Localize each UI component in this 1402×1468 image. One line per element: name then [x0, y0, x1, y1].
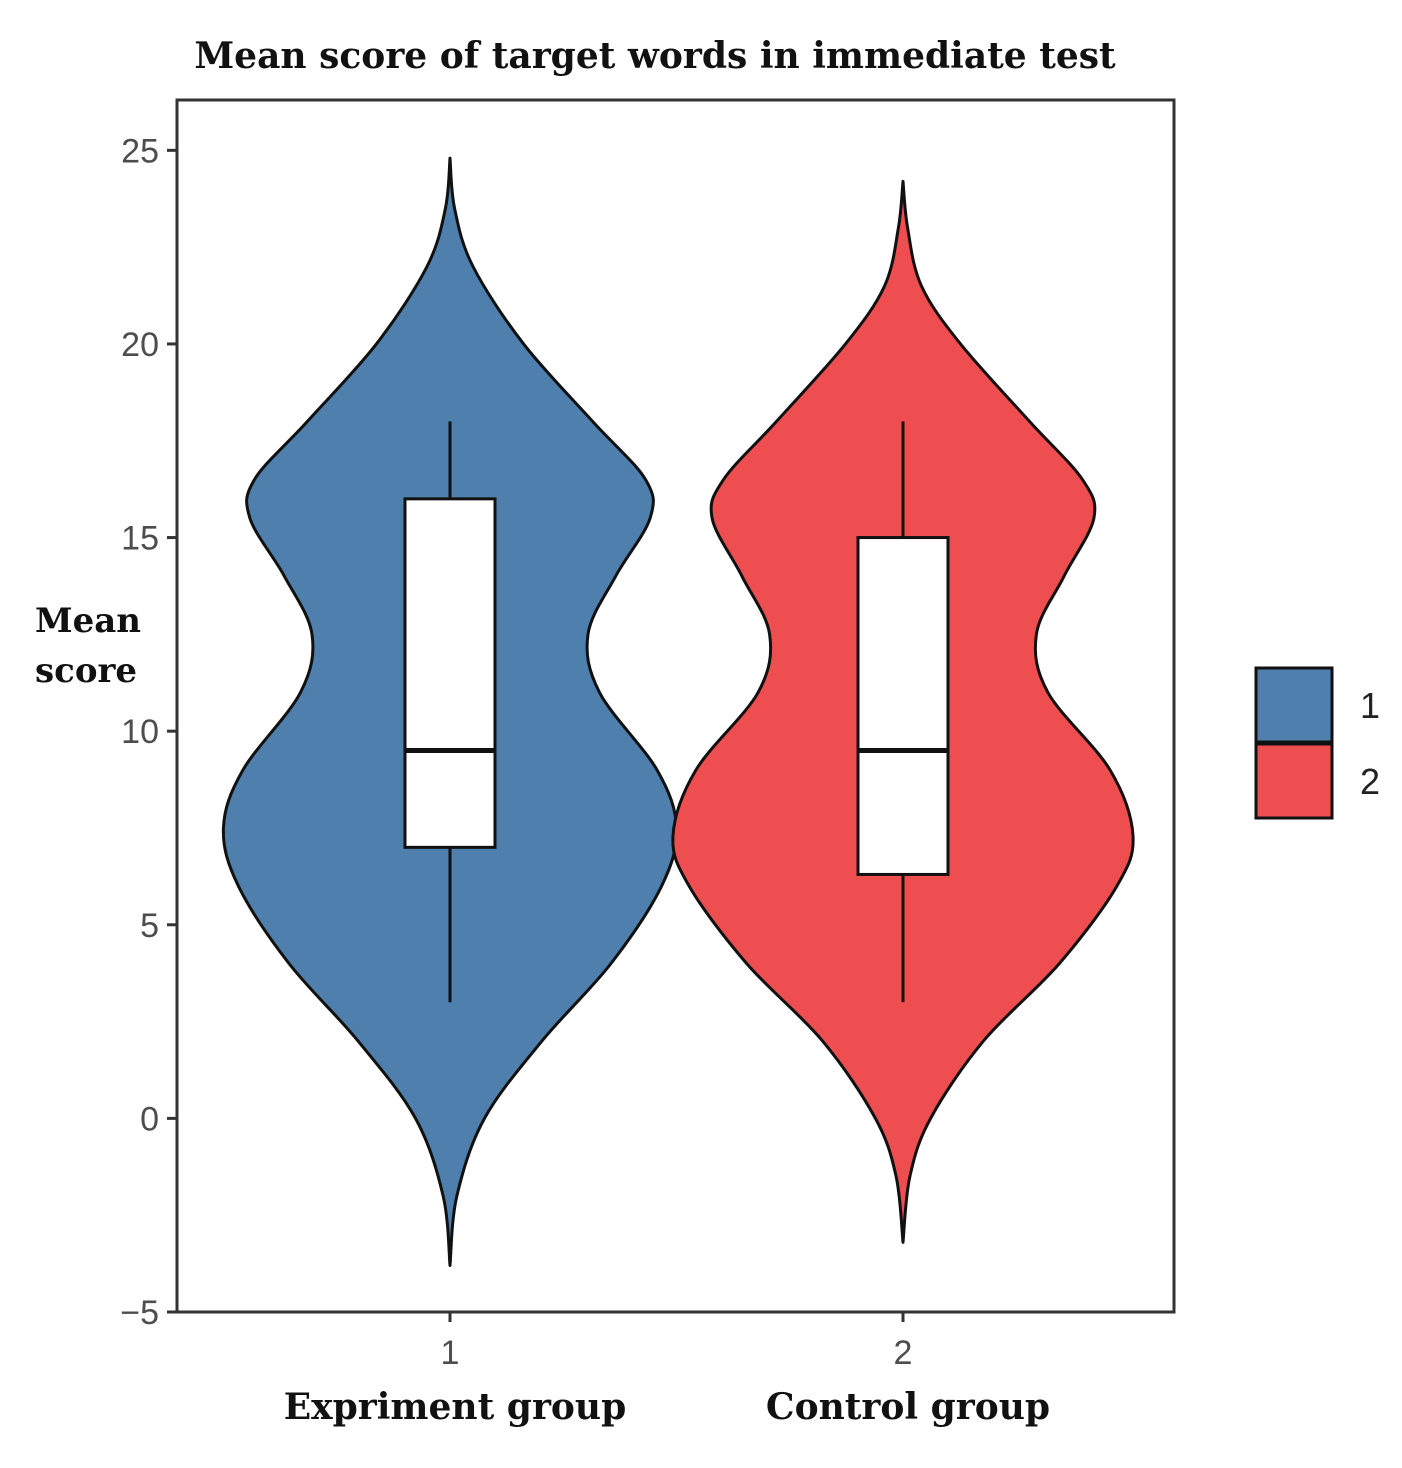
violin-layer	[221, 156, 1135, 1268]
box-group-1	[403, 497, 497, 849]
y-axis: −5 0 5 10 15 20 25	[120, 132, 177, 1332]
box-group-2	[856, 536, 950, 876]
y-axis-label-line-1: Mean	[35, 601, 141, 641]
y-tick-label: −5	[120, 1294, 159, 1332]
y-axis-label: Mean score	[35, 601, 153, 691]
chart-title: Mean score of target words in immediate …	[194, 35, 1116, 77]
box-layer	[403, 421, 950, 1003]
legend-label-2: 2	[1360, 761, 1380, 802]
x-group-label: Control group	[766, 1386, 1050, 1428]
y-tick-label: 10	[121, 713, 159, 751]
legend-key-2	[1254, 742, 1334, 820]
legend-label-1: 1	[1360, 685, 1380, 726]
x-group-label: Expriment group	[284, 1386, 627, 1428]
y-tick-label: 25	[121, 132, 159, 170]
y-tick-label: 5	[140, 907, 159, 945]
y-tick-label: 20	[121, 326, 159, 364]
legend: 12	[1254, 666, 1380, 820]
y-tick-label: 15	[121, 520, 159, 558]
y-tick-label: 0	[140, 1100, 159, 1138]
legend-key-1	[1254, 666, 1334, 744]
x-tick-label: 1	[441, 1334, 460, 1372]
plot-panel-border	[175, 98, 1176, 1314]
x-tick-label: 2	[894, 1334, 913, 1372]
y-axis-label-line-2: score	[35, 651, 137, 691]
x-axis: 1 Expriment group 2 Control group	[284, 1312, 1050, 1428]
